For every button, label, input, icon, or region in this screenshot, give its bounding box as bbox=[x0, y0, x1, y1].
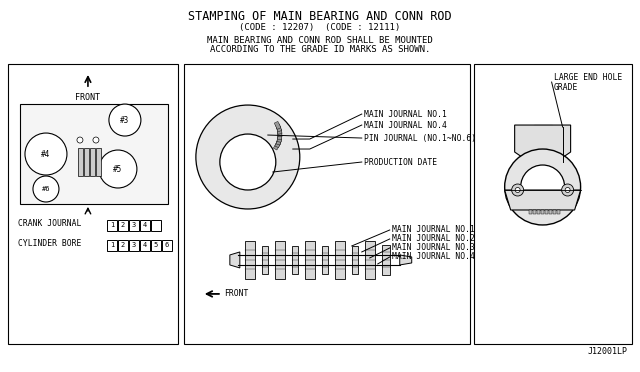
Text: CYLINDER BORE: CYLINDER BORE bbox=[18, 240, 81, 248]
Text: CRANK JOURNAL: CRANK JOURNAL bbox=[18, 219, 81, 228]
Text: 3: 3 bbox=[132, 243, 136, 248]
Bar bbox=[20, 104, 168, 204]
Bar bbox=[352, 246, 358, 274]
Text: #6: #6 bbox=[42, 186, 50, 192]
Bar bbox=[84, 148, 89, 176]
Bar bbox=[545, 210, 548, 214]
Bar bbox=[276, 137, 282, 145]
Text: 4: 4 bbox=[143, 222, 147, 228]
Circle shape bbox=[99, 150, 137, 188]
Bar bbox=[162, 240, 172, 251]
Bar bbox=[275, 140, 281, 148]
Circle shape bbox=[25, 133, 67, 175]
Bar bbox=[548, 210, 552, 214]
Bar bbox=[276, 126, 282, 134]
Bar bbox=[78, 148, 83, 176]
Text: MAIN BEARING AND CONN ROD SHALL BE MOUNTED: MAIN BEARING AND CONN ROD SHALL BE MOUNT… bbox=[207, 36, 433, 45]
Bar bbox=[140, 220, 150, 231]
Polygon shape bbox=[400, 255, 412, 265]
Text: MAIN JOURNAL NO.3: MAIN JOURNAL NO.3 bbox=[392, 243, 475, 253]
Bar bbox=[129, 220, 139, 231]
Circle shape bbox=[565, 187, 570, 192]
Bar bbox=[273, 142, 280, 150]
Bar bbox=[151, 240, 161, 251]
Bar bbox=[474, 64, 632, 344]
Bar bbox=[532, 210, 536, 214]
Text: MAIN JOURNAL NO.1: MAIN JOURNAL NO.1 bbox=[392, 225, 475, 234]
Text: J12001LP: J12001LP bbox=[588, 347, 628, 356]
Bar bbox=[262, 246, 268, 274]
Bar bbox=[140, 240, 150, 251]
Text: 2: 2 bbox=[121, 243, 125, 248]
Bar bbox=[557, 210, 559, 214]
Text: GRADE: GRADE bbox=[554, 83, 578, 92]
Text: ACCORDING TO THE GRADE ID MARKS AS SHOWN.: ACCORDING TO THE GRADE ID MARKS AS SHOWN… bbox=[209, 45, 430, 54]
Bar bbox=[96, 148, 101, 176]
Text: STAMPING OF MAIN BEARING AND CONN ROD: STAMPING OF MAIN BEARING AND CONN ROD bbox=[188, 10, 452, 23]
Circle shape bbox=[33, 176, 59, 202]
Text: #4: #4 bbox=[42, 150, 51, 158]
Bar bbox=[275, 241, 285, 279]
Polygon shape bbox=[505, 190, 580, 210]
Text: 2: 2 bbox=[121, 222, 125, 228]
Circle shape bbox=[562, 184, 573, 196]
Text: LARGE END HOLE: LARGE END HOLE bbox=[554, 73, 622, 81]
Text: FRONT: FRONT bbox=[76, 93, 100, 102]
Bar bbox=[335, 241, 345, 279]
Bar bbox=[8, 64, 178, 344]
Polygon shape bbox=[230, 252, 240, 268]
Text: 3: 3 bbox=[132, 222, 136, 228]
Bar bbox=[534, 125, 552, 165]
Polygon shape bbox=[515, 125, 571, 165]
Text: PIN JOURNAL (NO.1~NO.6): PIN JOURNAL (NO.1~NO.6) bbox=[364, 134, 476, 142]
Bar bbox=[365, 241, 375, 279]
Text: MAIN JOURNAL NO.1: MAIN JOURNAL NO.1 bbox=[364, 109, 447, 119]
Bar bbox=[90, 148, 95, 176]
Bar bbox=[107, 220, 117, 231]
Circle shape bbox=[511, 184, 524, 196]
Bar bbox=[322, 246, 328, 274]
Text: 1: 1 bbox=[110, 243, 114, 248]
Bar bbox=[292, 246, 298, 274]
Text: (CODE : 12207)  (CODE : 12111): (CODE : 12207) (CODE : 12111) bbox=[239, 23, 401, 32]
Text: MAIN JOURNAL NO.4: MAIN JOURNAL NO.4 bbox=[392, 253, 475, 262]
Circle shape bbox=[93, 137, 99, 143]
Bar bbox=[118, 220, 128, 231]
Bar bbox=[552, 210, 556, 214]
Bar bbox=[275, 121, 281, 129]
Text: MAIN JOURNAL NO.4: MAIN JOURNAL NO.4 bbox=[364, 121, 447, 129]
Bar bbox=[381, 245, 390, 275]
Circle shape bbox=[220, 134, 276, 190]
Circle shape bbox=[77, 137, 83, 143]
Circle shape bbox=[505, 149, 580, 225]
Text: FRONT: FRONT bbox=[224, 289, 248, 298]
Text: PRODUCTION DATE: PRODUCTION DATE bbox=[364, 157, 437, 167]
Bar bbox=[245, 241, 255, 279]
Bar bbox=[541, 210, 543, 214]
Circle shape bbox=[196, 105, 300, 209]
Bar bbox=[118, 240, 128, 251]
Text: 1: 1 bbox=[110, 222, 114, 228]
Bar bbox=[536, 210, 540, 214]
Text: 4: 4 bbox=[143, 243, 147, 248]
Text: #5: #5 bbox=[113, 164, 122, 173]
Bar bbox=[305, 241, 315, 279]
Bar bbox=[151, 220, 161, 231]
Bar bbox=[278, 132, 282, 140]
Circle shape bbox=[515, 187, 520, 192]
Circle shape bbox=[521, 165, 564, 209]
Bar bbox=[184, 64, 470, 344]
Bar bbox=[107, 240, 117, 251]
Text: 5: 5 bbox=[154, 243, 158, 248]
Bar bbox=[277, 135, 282, 142]
Text: MAIN JOURNAL NO.2: MAIN JOURNAL NO.2 bbox=[392, 234, 475, 243]
Bar bbox=[129, 240, 139, 251]
Bar bbox=[276, 124, 282, 132]
Bar bbox=[529, 210, 532, 214]
Text: 6: 6 bbox=[164, 243, 169, 248]
Text: #3: #3 bbox=[120, 116, 129, 125]
Bar bbox=[277, 129, 282, 137]
Circle shape bbox=[109, 104, 141, 136]
